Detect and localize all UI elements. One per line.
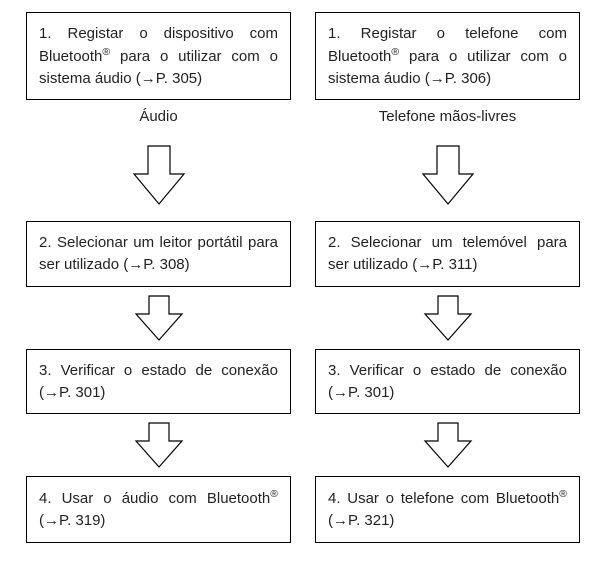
column-phone: 1. Registar o telefone com Bluetooth® pa…: [315, 12, 580, 543]
registered-mark: ®: [391, 46, 399, 58]
arrow-down-icon: [134, 421, 184, 469]
column-audio: 1. Registar o dispositivo com Bluetooth®…: [26, 12, 291, 543]
column-label-phone: Telefone mãos-livres: [379, 108, 517, 125]
phone-step-4: 4. Usar o telefone com Bluetooth® (→P. 3…: [315, 476, 580, 543]
step-number: 3.: [39, 362, 52, 379]
arrow-down-icon: [423, 421, 473, 469]
arrow-down-icon: [134, 294, 184, 342]
phone-step-3: 3. Verificar o estado de conexão (→P. 30…: [315, 349, 580, 415]
arrow: [423, 289, 473, 347]
step-number: 4.: [328, 490, 341, 507]
flowchart-columns: 1. Registar o dispositivo com Bluetooth®…: [24, 12, 582, 543]
arrow: [134, 289, 184, 347]
step-number: 1.: [328, 25, 341, 42]
arrow: [134, 416, 184, 474]
audio-step-3: 3. Verificar o estado de conexão (→P. 30…: [26, 349, 291, 415]
arrow: [423, 416, 473, 474]
step-text: Verificar o estado de conexão (→P. 301): [328, 362, 567, 401]
registered-mark: ®: [270, 488, 278, 500]
phone-step-2: 2. Selecionar um telemóvel para ser util…: [315, 221, 580, 287]
arrow-down-icon: [423, 294, 473, 342]
step-text-pre: Usar o áudio com Bluetooth: [62, 490, 271, 507]
audio-step-2: 2. Selecionar um leitor portátil para se…: [26, 221, 291, 287]
step-text: Selecionar um telemóvel para ser utiliza…: [328, 234, 567, 273]
step-number: 1.: [39, 25, 52, 42]
step-text-post: (→P. 321): [328, 512, 394, 529]
step-number: 4.: [39, 490, 52, 507]
registered-mark: ®: [559, 488, 567, 500]
registered-mark: ®: [102, 46, 110, 58]
step-text: Selecionar um leitor portátil para ser u…: [39, 234, 278, 273]
phone-step-1: 1. Registar o telefone com Bluetooth® pa…: [315, 12, 580, 100]
column-label-audio: Áudio: [139, 108, 177, 125]
step-text: Verificar o estado de conexão (→P. 301): [39, 362, 278, 401]
arrow: [421, 131, 475, 219]
arrow: [132, 131, 186, 219]
audio-step-1: 1. Registar o dispositivo com Bluetooth®…: [26, 12, 291, 100]
step-text-pre: Usar o telefone com Bluetooth: [347, 490, 559, 507]
audio-step-4: 4. Usar o áudio com Bluetooth® (→P. 319): [26, 476, 291, 543]
step-number: 2.: [328, 234, 341, 251]
arrow-down-icon: [421, 144, 475, 206]
step-number: 3.: [328, 362, 341, 379]
arrow-down-icon: [132, 144, 186, 206]
step-number: 2.: [39, 234, 52, 251]
step-text-post: (→P. 319): [39, 512, 105, 529]
